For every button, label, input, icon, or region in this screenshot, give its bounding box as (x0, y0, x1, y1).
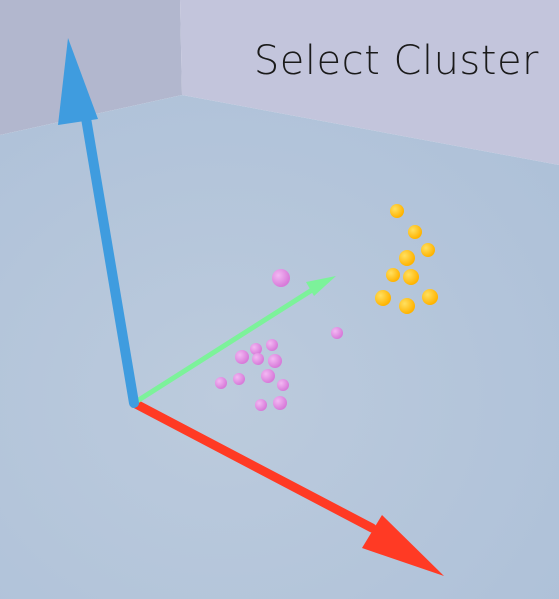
pink-point[interactable] (268, 354, 282, 368)
select-cluster-label: Select Cluster (253, 38, 539, 84)
cluster-pink[interactable] (215, 269, 343, 411)
pink-point[interactable] (215, 377, 227, 389)
axis-z-arrow[interactable] (131, 276, 336, 406)
pink-point[interactable] (273, 396, 287, 410)
pink-point[interactable] (255, 399, 267, 411)
floor (0, 95, 559, 599)
yellow-point[interactable] (390, 204, 404, 218)
pink-point[interactable] (233, 373, 245, 385)
yellow-point[interactable] (399, 250, 415, 266)
back-wall-left (0, 0, 182, 135)
cluster-yellow[interactable] (375, 204, 438, 314)
pink-point[interactable] (261, 369, 275, 383)
yellow-point[interactable] (375, 290, 391, 306)
yellow-point[interactable] (408, 225, 422, 239)
axis-x-arrow[interactable] (129, 398, 444, 576)
yellow-point[interactable] (422, 289, 438, 305)
pink-point[interactable] (235, 350, 249, 364)
pink-point[interactable] (331, 327, 343, 339)
yellow-point[interactable] (403, 269, 419, 285)
pink-point[interactable] (277, 379, 289, 391)
pink-point[interactable] (252, 353, 264, 365)
back-wall-right (180, 0, 559, 165)
yellow-point[interactable] (421, 243, 435, 257)
axis-y-arrow[interactable] (58, 38, 139, 408)
yellow-point[interactable] (386, 268, 400, 282)
pink-point[interactable] (266, 339, 278, 351)
pink-point[interactable] (272, 269, 290, 287)
pink-point[interactable] (250, 343, 262, 355)
yellow-point[interactable] (399, 298, 415, 314)
